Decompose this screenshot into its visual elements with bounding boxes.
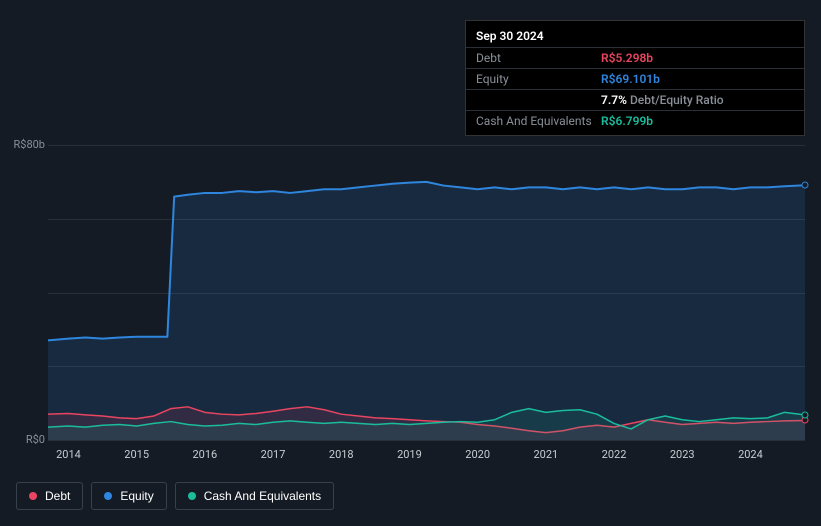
tooltip-row: Cash And EquivalentsR$6.799b	[466, 110, 804, 131]
end-marker	[802, 411, 809, 418]
tooltip-row-label: Cash And Equivalents	[476, 114, 601, 128]
tooltip-row-label: Equity	[476, 72, 601, 86]
tooltip-row: 7.7% Debt/Equity Ratio	[466, 89, 804, 110]
tooltip-row-value: R$69.101b	[601, 72, 660, 86]
tooltip-row: EquityR$69.101b	[466, 68, 804, 89]
x-axis-label: 2019	[397, 448, 422, 461]
x-axis-label: 2014	[56, 448, 81, 461]
x-axis-label: 2017	[261, 448, 286, 461]
legend-dot	[104, 492, 112, 500]
x-axis-label: 2018	[329, 448, 354, 461]
x-axis-label: 2016	[192, 448, 217, 461]
x-axis-label: 2022	[602, 448, 627, 461]
y-axis-label: R$80b	[13, 138, 45, 151]
x-axis-label: 2024	[738, 448, 763, 461]
tooltip-box: Sep 30 2024 DebtR$5.298bEquityR$69.101b7…	[465, 20, 805, 136]
tooltip-row-value: R$6.799b	[601, 114, 653, 128]
series-area-equity	[48, 182, 805, 440]
legend-item-cash-and-equivalents[interactable]: Cash And Equivalents	[175, 482, 334, 510]
tooltip-row-label	[476, 93, 601, 107]
y-axis: R$80b R$0	[0, 0, 48, 526]
x-axis-label: 2020	[465, 448, 490, 461]
tooltip-row-value: R$5.298b	[601, 51, 653, 65]
tooltip-row: DebtR$5.298b	[466, 47, 804, 68]
x-axis-label: 2015	[124, 448, 149, 461]
x-axis-label: 2023	[670, 448, 695, 461]
legend-label: Cash And Equivalents	[204, 489, 321, 503]
legend-label: Debt	[45, 489, 70, 503]
legend-item-equity[interactable]: Equity	[91, 482, 166, 510]
legend-label: Equity	[120, 489, 153, 503]
chart-svg	[48, 145, 805, 440]
tooltip-row-label: Debt	[476, 51, 601, 65]
gridline	[48, 440, 805, 441]
legend-dot	[188, 492, 196, 500]
plot-area	[48, 145, 805, 440]
legend: Debt Equity Cash And Equivalents	[16, 482, 334, 510]
end-marker	[802, 182, 809, 189]
x-axis-label: 2021	[533, 448, 558, 461]
legend-dot	[29, 492, 37, 500]
y-axis-label: R$0	[26, 433, 45, 446]
tooltip-title: Sep 30 2024	[466, 25, 804, 47]
legend-item-debt[interactable]: Debt	[16, 482, 83, 510]
x-axis: 2014 2015 2016 2017 2018 2019 2020 2021 2022 2023…	[48, 448, 805, 468]
tooltip-row-value: 7.7% Debt/Equity Ratio	[601, 93, 724, 107]
